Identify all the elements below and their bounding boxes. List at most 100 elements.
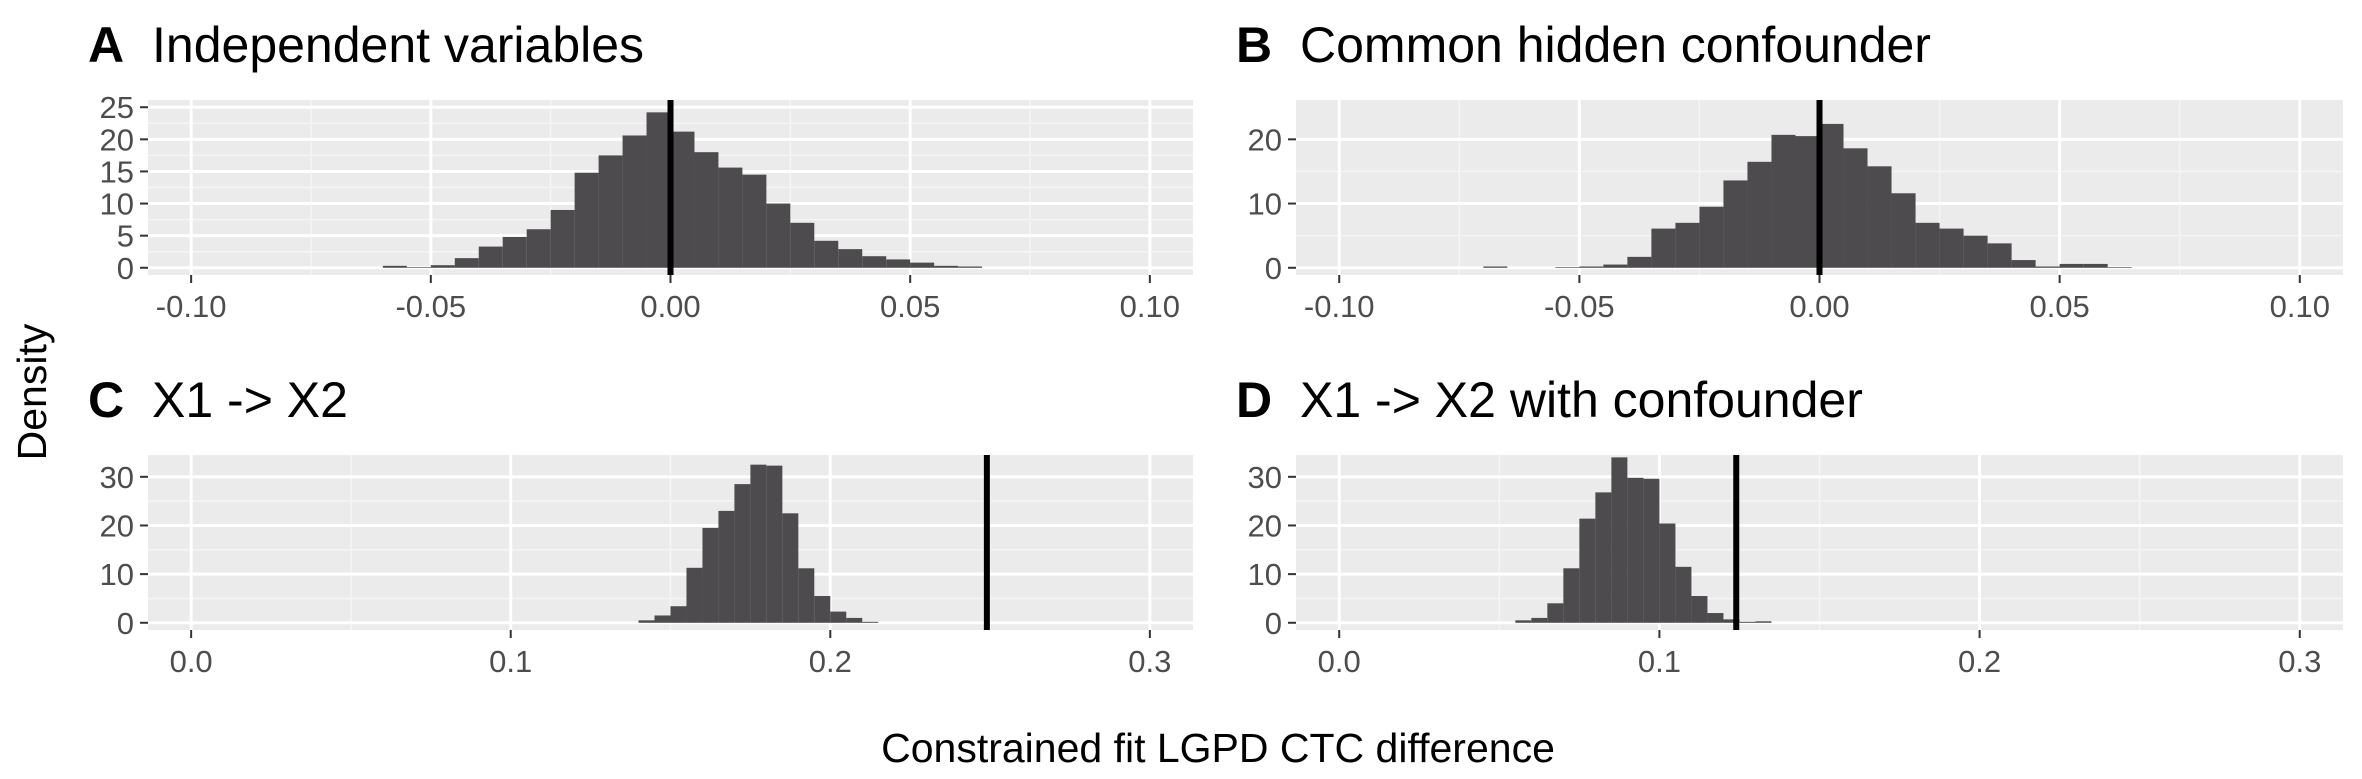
histogram-bar <box>382 265 407 268</box>
histogram-bar <box>734 484 751 623</box>
histogram-bar <box>766 203 791 268</box>
panel-title: X1 -> X2 <box>152 372 348 428</box>
histogram-bar <box>790 222 815 268</box>
x-tick-label: -0.10 <box>1304 289 1375 324</box>
panel-title: Common hidden confounder <box>1300 17 1931 73</box>
histogram-bar <box>1643 478 1660 623</box>
histogram-bar <box>1739 621 1756 623</box>
panel-letter: B <box>1236 17 1272 73</box>
histogram-bar <box>1915 222 1940 268</box>
y-tick-label: 10 <box>100 187 134 222</box>
x-tick-label: 0.1 <box>1638 644 1681 679</box>
histogram-bar <box>886 259 911 268</box>
histogram-bar <box>862 621 879 623</box>
x-tick-label: 0.2 <box>1958 644 2001 679</box>
panel-letter: C <box>88 372 124 428</box>
histogram-bar <box>430 265 455 268</box>
x-tick-label: 0.3 <box>1128 644 1171 679</box>
histogram-bar <box>654 615 671 623</box>
histogram-bar <box>1795 136 1820 268</box>
histogram-bar <box>1659 523 1676 623</box>
x-tick-label: 0.0 <box>1318 644 1361 679</box>
histogram-bar <box>1603 264 1628 268</box>
histogram-bar <box>454 258 479 268</box>
histogram-bar <box>670 606 687 623</box>
histogram-bar <box>670 131 695 268</box>
x-axis-title: Constrained fit LGPD CTC difference <box>881 725 1555 771</box>
histogram-bar <box>846 617 863 623</box>
histogram-bar <box>1723 180 1748 268</box>
histogram-bar <box>2107 267 2132 268</box>
histogram-bar <box>574 172 599 268</box>
histogram-bar <box>782 513 799 623</box>
x-tick-label: 0.10 <box>1120 289 1180 324</box>
histogram-bar <box>1707 613 1724 623</box>
histogram-bar <box>2035 266 2060 268</box>
histogram-bar <box>798 568 815 623</box>
x-tick-label: 0.00 <box>640 289 700 324</box>
histogram-bar <box>502 236 527 268</box>
panel-c: 0.0 0.1 0.2 0.3 0 10 20 30 C X1 -> X2 <box>88 372 1193 679</box>
histogram-bar <box>622 135 647 268</box>
y-tick-label: 20 <box>100 508 134 543</box>
histogram-bar <box>1515 620 1532 623</box>
histogram-bar <box>958 266 983 268</box>
histogram-bar <box>910 262 935 268</box>
histogram-bar <box>742 174 767 268</box>
histogram-bar <box>646 112 671 268</box>
histogram-bar <box>934 265 959 268</box>
x-tick-label: 0.10 <box>2270 289 2330 324</box>
histogram-bar <box>1755 621 1772 623</box>
histogram-bar <box>1867 166 1892 268</box>
x-tick-label: 0.05 <box>880 289 940 324</box>
histogram-bar <box>686 567 703 623</box>
y-tick-label: 0 <box>1265 251 1282 286</box>
histogram-bar <box>1987 243 2012 268</box>
histogram-bar <box>1675 222 1700 268</box>
y-axis-title: Density <box>9 323 55 460</box>
histogram-bar <box>1555 267 1580 268</box>
histogram-bar <box>1691 596 1708 623</box>
y-tick-label: 0 <box>1265 606 1282 641</box>
y-tick-label: 10 <box>1248 557 1282 592</box>
y-tick-label: 15 <box>100 154 134 189</box>
panel-d: 0.0 0.1 0.2 0.3 0 10 20 30 D X1 -> X2 with confou… <box>1236 372 2343 679</box>
histogram-bar <box>1699 206 1724 268</box>
histogram-bar <box>1595 492 1612 623</box>
y-tick-label: 10 <box>1248 187 1282 222</box>
histogram-bar <box>1547 603 1564 623</box>
histogram-bar <box>550 209 575 268</box>
x-tick-label: 0.00 <box>1789 289 1849 324</box>
histogram-bar <box>1627 256 1652 268</box>
histogram-bar <box>1963 235 1988 268</box>
x-tick-label: 0.05 <box>2029 289 2089 324</box>
histogram-bar <box>1891 193 1916 268</box>
histogram-bar <box>830 611 847 623</box>
x-tick-label: -0.05 <box>395 289 466 324</box>
histogram-bar <box>1531 617 1548 623</box>
histogram-bar <box>638 620 655 623</box>
histogram-bar <box>1563 568 1580 623</box>
histogram-bar <box>598 155 623 268</box>
histogram-bar <box>1819 123 1844 268</box>
panel-title: Independent variables <box>152 17 644 73</box>
histogram-bar <box>1483 266 1508 268</box>
y-tick-label: 5 <box>117 219 134 254</box>
histogram-bar <box>1579 518 1596 623</box>
y-tick-label: 20 <box>1248 122 1282 157</box>
histogram-bar <box>814 596 831 623</box>
histogram-bar <box>1627 477 1644 623</box>
histogram-bar <box>1579 266 1604 268</box>
histogram-bar <box>694 152 719 268</box>
histogram-bar <box>1939 228 1964 268</box>
y-tick-label: 30 <box>100 460 134 495</box>
x-tick-label: -0.05 <box>1544 289 1615 324</box>
panel-title: X1 -> X2 with confounder <box>1300 372 1863 428</box>
histogram-bar <box>702 527 719 623</box>
histogram-bar <box>718 510 735 623</box>
x-tick-label: 0.1 <box>489 644 532 679</box>
y-tick-label: 10 <box>100 557 134 592</box>
histogram-bar <box>862 256 887 268</box>
panel-letter: D <box>1236 372 1272 428</box>
